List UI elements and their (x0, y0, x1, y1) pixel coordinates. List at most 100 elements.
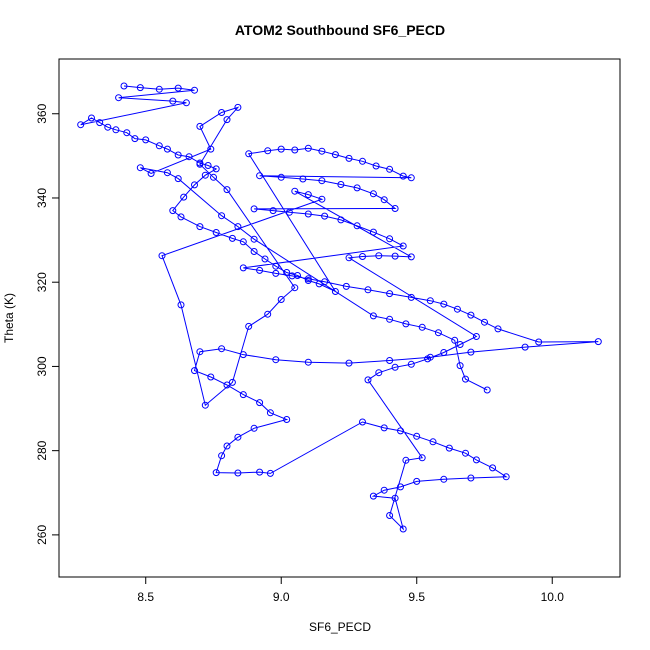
data-point (369, 492, 377, 500)
data-point (467, 348, 475, 356)
data-point (250, 205, 258, 213)
data-point (228, 378, 236, 386)
data-point (364, 286, 372, 294)
y-tick-label: 340 (35, 188, 49, 208)
data-point (158, 252, 166, 260)
data-point (369, 228, 377, 236)
data-point (218, 109, 226, 116)
data-point (277, 296, 285, 303)
data-point (261, 255, 269, 263)
data-point (445, 444, 453, 452)
data-point (399, 242, 407, 250)
data-point (250, 235, 258, 243)
data-point (266, 409, 274, 417)
data-point (402, 456, 410, 464)
data-point (123, 129, 131, 137)
data-point (386, 315, 394, 323)
data-point (380, 196, 388, 204)
data-point (163, 169, 171, 177)
data-point (472, 456, 480, 464)
axis-ticks: 8.5 9.0 9.5 10.0 260 280 300 320 340 360 (35, 103, 564, 604)
data-point (120, 82, 128, 90)
data-point (228, 234, 236, 242)
data-point (223, 381, 231, 389)
data-point (386, 357, 394, 364)
data-point (283, 416, 291, 423)
data-point (359, 253, 366, 260)
data-point (418, 454, 426, 462)
data-point (210, 173, 217, 181)
data-point (163, 145, 171, 153)
data-point (399, 525, 407, 533)
data-point (112, 126, 120, 134)
data-point (535, 338, 543, 346)
data-point (212, 165, 220, 173)
data-point (424, 355, 432, 363)
data-point (299, 175, 307, 183)
data-point (272, 262, 280, 270)
data-point (372, 162, 380, 170)
data-point (342, 282, 350, 290)
data-point (483, 386, 491, 394)
data-point (250, 424, 258, 432)
data-point (521, 343, 529, 351)
data-point (291, 284, 299, 292)
data-point (337, 181, 345, 188)
data-point (223, 116, 231, 124)
data-point (399, 172, 407, 180)
data-point (407, 360, 415, 368)
data-point (418, 323, 426, 331)
data-point (88, 114, 95, 122)
data-point (283, 269, 291, 276)
data-point (136, 164, 144, 172)
data-point (386, 165, 394, 173)
data-point (218, 452, 226, 460)
data-point (426, 297, 434, 305)
data-point (291, 187, 299, 195)
data-point (337, 216, 345, 224)
chart-title: ATOM2 Southbound SF6_PECD (235, 22, 445, 38)
data-point (196, 160, 204, 168)
data-point (331, 288, 339, 295)
data-point (467, 474, 475, 482)
data-point (481, 318, 488, 326)
data-point (304, 210, 312, 218)
data-point (304, 275, 312, 283)
data-point (272, 269, 280, 277)
data-point (239, 351, 247, 359)
data-point (288, 272, 296, 280)
data-point (456, 341, 464, 348)
data-point (169, 207, 177, 215)
data-point (96, 119, 104, 127)
x-axis-label: SF6_PECD (309, 620, 371, 634)
data-point (456, 362, 464, 370)
data-point (182, 99, 190, 107)
data-point (234, 469, 242, 477)
data-point (142, 136, 150, 144)
data-point (331, 151, 339, 159)
series-lines (80, 85, 599, 531)
data-point (155, 85, 163, 93)
data-point (250, 248, 258, 255)
y-tick-label: 360 (35, 103, 49, 123)
series-line (80, 85, 599, 531)
data-point (201, 171, 209, 179)
data-point (345, 154, 353, 162)
data-point (272, 356, 280, 364)
data-point (472, 333, 480, 340)
data-point (191, 367, 198, 375)
data-point (453, 305, 461, 313)
data-point (177, 213, 185, 221)
data-point (407, 174, 415, 182)
data-point (429, 438, 437, 446)
data-point (345, 359, 353, 367)
data-point (264, 310, 272, 318)
data-point (218, 345, 226, 353)
data-point (291, 146, 299, 154)
data-point (285, 208, 293, 216)
data-point (239, 264, 247, 272)
data-point (440, 475, 448, 483)
data-point (207, 145, 215, 153)
data-point (380, 424, 388, 432)
data-point (440, 300, 448, 308)
